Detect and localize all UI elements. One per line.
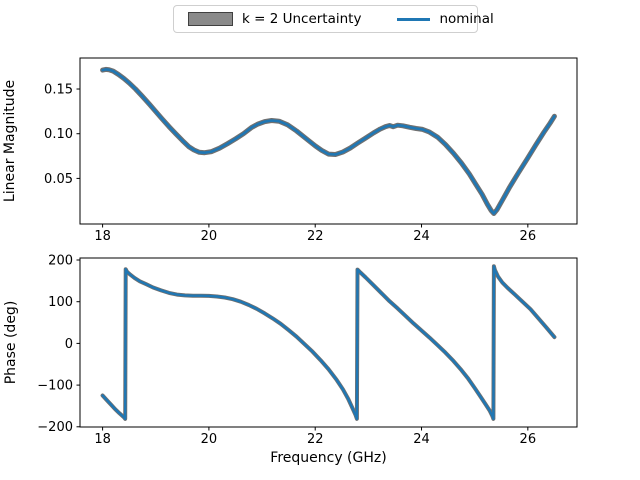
y-tick-label: 100 xyxy=(48,295,73,310)
x-axis-label: Frequency (GHz) xyxy=(270,450,386,466)
x-tick-label: 24 xyxy=(413,229,430,244)
x-tick-label: 20 xyxy=(201,229,218,244)
y-tick-label: −100 xyxy=(37,379,73,394)
y-tick-label: 0.05 xyxy=(44,172,73,187)
magnitude-nominal-curve xyxy=(101,68,556,215)
nominal-line-swatch xyxy=(397,17,431,21)
x-tick-label: 26 xyxy=(520,229,537,244)
x-tick-label: 22 xyxy=(307,229,324,244)
x-tick-label: 20 xyxy=(201,432,218,447)
x-tick-label: 18 xyxy=(94,432,111,447)
x-tick-label: 24 xyxy=(413,432,430,447)
magnitude-y-axis-label: Linear Magnitude xyxy=(2,80,18,202)
phase-plot: 18 20 22 24 26 −200 −100 0 100 200 Phase (deg) Freq… xyxy=(3,253,578,466)
magnitude-plot: 18 20 22 24 26 0.05 0.10 0.15 Linear Magnitude xyxy=(2,57,578,244)
x-tick-label: 26 xyxy=(520,432,537,447)
x-tick-label: 18 xyxy=(94,229,111,244)
axes-frame xyxy=(79,57,578,225)
y-tick-label: 0.15 xyxy=(44,82,73,97)
y-tick-label: 200 xyxy=(48,253,73,268)
y-tick-label: 0 xyxy=(65,337,73,352)
legend-label-nominal: nominal xyxy=(439,11,494,27)
phase-y-axis-label: Phase (deg) xyxy=(3,301,19,385)
legend-label-uncertainty: k = 2 Uncertainty xyxy=(242,11,362,27)
uncertainty-swatch xyxy=(188,12,233,26)
legend: k = 2 Uncertainty nominal xyxy=(173,5,494,33)
y-tick-label: −200 xyxy=(37,420,73,435)
phase-nominal-curve xyxy=(101,265,556,421)
y-tick-label: 0.10 xyxy=(44,127,73,142)
x-tick-label: 22 xyxy=(307,432,324,447)
